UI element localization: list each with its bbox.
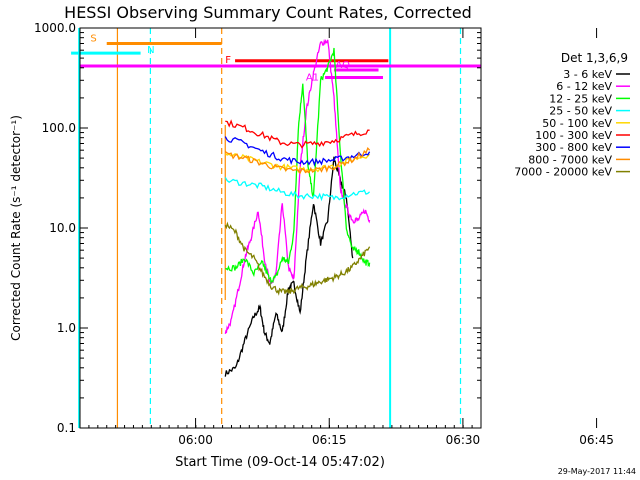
- series-layer: [224, 38, 371, 377]
- legend-label-8: 7000 - 20000 keV: [514, 166, 612, 179]
- series-line-7: [224, 146, 371, 175]
- series-line-8: [224, 221, 371, 296]
- legend-label-1: 6 - 12 keV: [556, 80, 612, 93]
- x-tick-label: 06:45: [579, 433, 614, 447]
- x-tick-label: 06:15: [312, 433, 347, 447]
- legend-label-5: 100 - 300 keV: [535, 129, 612, 142]
- timestamp: 29-May-2017 11:44: [558, 467, 636, 476]
- legend-title: Det 1,3,6,9: [561, 51, 628, 65]
- series-line-1: [224, 38, 371, 334]
- y-tick-label: 1000.0: [34, 21, 76, 35]
- legend-label-6: 300 - 800 keV: [535, 141, 612, 154]
- series-line-5: [225, 119, 370, 149]
- annotation-label-s: S: [90, 33, 96, 44]
- y-tick-label: 10.0: [49, 221, 76, 235]
- y-tick-label: 100.0: [42, 121, 76, 135]
- annotation-label-aq: AQ: [335, 60, 350, 71]
- series-line-3: [224, 177, 371, 202]
- x-tick-label: 06:00: [178, 433, 213, 447]
- annotation-label-f: F: [225, 55, 231, 66]
- legend-label-7: 800 - 7000 keV: [528, 153, 612, 166]
- y-tick-label: 0.1: [57, 421, 76, 435]
- series-line-6: [224, 136, 371, 167]
- axes: 0.1 1.0 10.0 100.0 1000.0 06:00 06:15 06:30 06:4…: [34, 21, 614, 447]
- chart-title: HESSI Observing Summary Count Rates, Cor…: [64, 3, 472, 22]
- series-line-2: [225, 47, 371, 285]
- legend-label-2: 12 - 25 keV: [549, 92, 612, 105]
- legend-label-0: 3 - 6 keV: [563, 68, 612, 81]
- legend-label-4: 50 - 100 keV: [542, 117, 612, 130]
- annotation-label-n: N: [147, 45, 154, 56]
- x-axis-label: Start Time (09-Oct-14 05:47:02): [175, 455, 385, 470]
- x-tick-label: 06:30: [446, 433, 481, 447]
- y-tick-label: 1.0: [57, 321, 76, 335]
- legend-label-3: 25 - 50 keV: [549, 105, 612, 118]
- y-axis-label: Corrected Count Rate (s⁻¹ detector⁻¹): [9, 115, 23, 341]
